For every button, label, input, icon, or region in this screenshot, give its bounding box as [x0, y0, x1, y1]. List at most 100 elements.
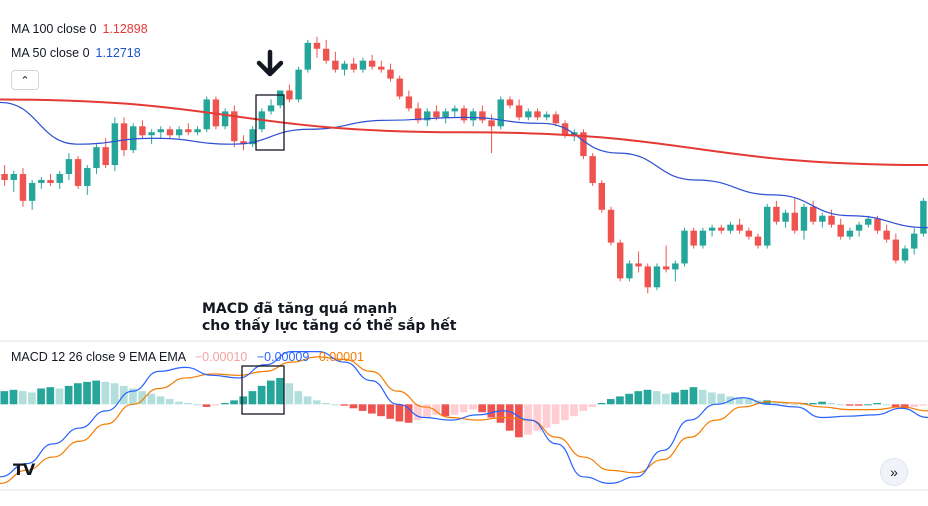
chart-background: [0, 340, 928, 491]
legend-macd-macd: −0.00009: [256, 350, 310, 364]
annotation-markers: [241, 49, 285, 415]
macd-histogram-bar: [331, 404, 339, 406]
candle-body: [681, 230, 688, 264]
macd-histogram-bar: [55, 388, 64, 405]
candle-body: [911, 233, 918, 249]
macd-histogram-bar: [165, 399, 174, 405]
candle-body: [644, 266, 651, 288]
macd-histogram-bar: [533, 404, 542, 431]
candle-body: [561, 123, 569, 136]
candle-body: [653, 266, 661, 288]
macd-histogram-bar: [377, 404, 385, 417]
collapse-legend-button[interactable]: ⌃: [11, 70, 39, 90]
macd-histogram-bar: [478, 404, 486, 413]
macd-histogram-bar: [459, 404, 468, 413]
macd-histogram-bar: [735, 397, 744, 405]
legend-ma50[interactable]: MA 50 close 0 1.12718: [11, 46, 141, 60]
macd-histogram-bar: [882, 404, 891, 406]
macd-histogram-bar: [744, 399, 753, 405]
candle-body: [277, 90, 284, 106]
macd-histogram-bar: [257, 385, 266, 405]
macd-histogram-bar: [662, 393, 670, 405]
macd-histogram-bar: [570, 404, 578, 417]
macd-histogram-bar: [138, 391, 147, 405]
macd-histogram-bar: [74, 383, 82, 405]
candle-body: [736, 224, 743, 231]
candle-body: [901, 248, 909, 261]
candle-body: [194, 129, 201, 133]
candle-body: [231, 111, 238, 142]
macd-histogram-bar: [18, 391, 27, 405]
candle-body: [368, 60, 376, 67]
candle-body: [267, 105, 275, 112]
candle-body: [56, 174, 63, 183]
macd-histogram-bar: [698, 389, 707, 405]
candle-body: [341, 63, 348, 70]
legend-ma50-label: MA 50 close 0: [11, 46, 90, 60]
macd-histogram-bar: [423, 404, 431, 418]
macd-histogram-bar: [349, 404, 358, 409]
macd-histogram-bar: [9, 389, 18, 405]
macd-histogram-bar: [368, 404, 376, 414]
macd-histogram-bar: [432, 404, 441, 415]
macd-histogram-bar: [101, 381, 110, 405]
macd-histogram-bar: [496, 404, 505, 423]
macd-signal-line: [0, 356, 928, 485]
tradingview-logo-icon[interactable]: TV: [13, 460, 35, 479]
scroll-to-realtime-button[interactable]: »: [880, 458, 908, 486]
candle-body: [773, 206, 780, 222]
candle-body: [304, 42, 312, 70]
macd-histogram-bar: [193, 404, 202, 406]
candle-body: [442, 111, 449, 118]
candle-body: [626, 263, 633, 279]
macd-histogram-bar: [202, 404, 211, 407]
macd-histogram-bar: [28, 392, 36, 405]
macd-histogram-bar: [542, 404, 551, 429]
candle-body: [332, 60, 339, 70]
candle-body: [1, 174, 8, 180]
macd-histogram-bar: [818, 401, 826, 405]
macd-histogram-bar: [827, 403, 836, 405]
candle-body: [148, 132, 155, 136]
macd-histogram-bar: [836, 404, 845, 406]
macd-histogram-bar: [845, 404, 854, 406]
candle-body: [378, 66, 385, 70]
macd-histogram-bar: [211, 404, 220, 406]
candle-body: [690, 230, 697, 246]
candle-body: [589, 156, 596, 183]
candle-body: [313, 42, 321, 49]
candle-body: [837, 224, 844, 237]
macd-histogram-bar: [910, 404, 918, 407]
macd-histogram-bar: [266, 380, 275, 405]
legend-macd-label: MACD 12 26 close 9 EMA EMA: [11, 350, 186, 364]
macd-histogram-bar: [680, 389, 689, 405]
ma50-line: [0, 101, 928, 229]
candle-body: [249, 129, 256, 145]
candle-body: [892, 239, 900, 261]
candle-body: [74, 159, 82, 186]
macd-histogram-bar: [707, 392, 716, 405]
macd-histogram-bar: [487, 404, 496, 418]
macd-histogram-bar: [110, 383, 119, 405]
candle-body: [451, 108, 459, 112]
candle-body: [708, 227, 716, 231]
candle-body: [874, 218, 881, 231]
macd-histogram-bar: [303, 396, 312, 405]
macd-histogram-bar: [340, 404, 349, 406]
highlight-box-macd: [241, 365, 285, 415]
macd-histogram-bar: [469, 404, 477, 410]
candle-body: [607, 209, 615, 243]
candle-body: [286, 90, 293, 100]
macd-histogram-bar: [285, 383, 294, 405]
macd-histogram-bar: [37, 388, 45, 405]
macd-histogram-bar: [441, 404, 450, 417]
legend-ma100[interactable]: MA 100 close 0 1.12898: [11, 22, 148, 36]
chevron-right-double-icon: »: [890, 464, 898, 480]
macd-histogram-bar: [781, 403, 790, 405]
candle-body: [920, 200, 927, 234]
macd-histogram-bar: [0, 391, 9, 405]
macd-histogram-bar: [450, 404, 459, 415]
legend-macd[interactable]: MACD 12 26 close 9 EMA EMA −0.00010 −0.0…: [11, 350, 364, 364]
macd-histogram-bar: [83, 381, 91, 405]
